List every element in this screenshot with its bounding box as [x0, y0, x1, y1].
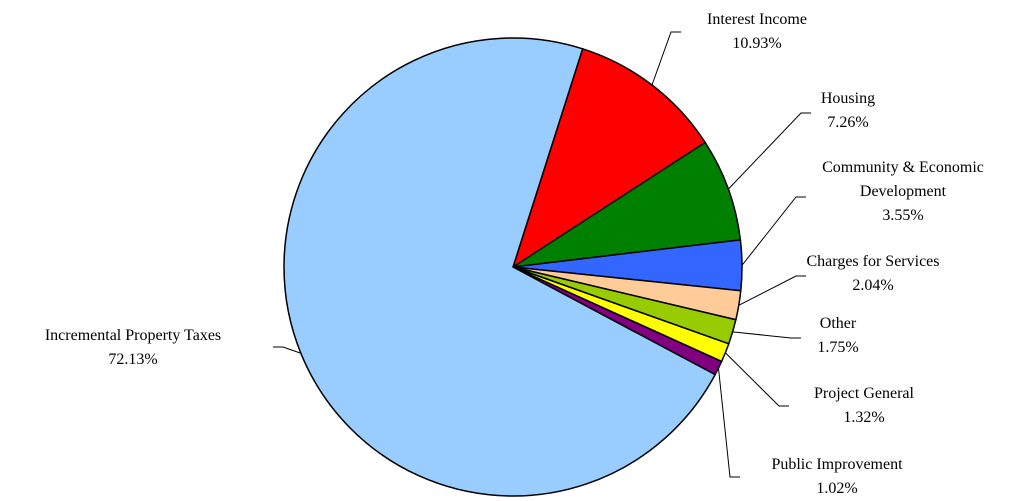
slice-label-name: Interest Income — [707, 11, 807, 28]
leader-line-charges-for-services — [738, 275, 806, 306]
leader-line-community-and-economic-development — [741, 196, 806, 266]
slice-label-community-and-economic-development: Community & Economic Development 3.55% — [822, 159, 984, 224]
leader-line-project-general — [724, 352, 789, 407]
leader-lines — [273, 31, 811, 478]
slice-label-name: Community & Economic — [822, 159, 984, 176]
leader-line-housing — [727, 112, 811, 190]
slice-label-name: Project General — [814, 385, 915, 402]
slice-label-name: Public Improvement — [771, 456, 903, 473]
pie-slice-interest-income — [511, 47, 707, 269]
slice-label-incremental-property-taxes: Incremental Property Taxes 72.13% — [45, 327, 221, 368]
leader-line-public-improvement — [717, 368, 740, 478]
slice-label-name: Housing — [821, 90, 875, 107]
pie-slice-housing — [512, 141, 742, 268]
slice-label-percent: 1.32% — [843, 409, 884, 426]
slice-label-name: Other — [820, 315, 857, 332]
slice-label-public-improvement: Public Improvement 1.02% — [771, 456, 903, 497]
slice-label-name: Development — [860, 183, 947, 200]
leader-line-other — [732, 331, 801, 339]
slice-label-percent: 7.26% — [827, 114, 868, 131]
pie-slice-incremental-property-taxes — [283, 37, 717, 497]
slice-label-charges-for-services: Charges for Services 2.04% — [807, 253, 940, 294]
slice-label-name: Incremental Property Taxes — [45, 327, 221, 344]
slice-label-percent: 3.55% — [882, 207, 923, 224]
slice-labels: Interest Income 10.93% Housing 7.26% Communi… — [45, 11, 984, 497]
slice-label-percent: 10.93% — [732, 35, 781, 52]
slice-label-percent: 72.13% — [108, 351, 157, 368]
slice-label-percent: 1.75% — [817, 339, 858, 356]
pie-slices — [283, 37, 743, 497]
slice-label-name: Charges for Services — [807, 253, 940, 270]
slice-label-percent: 1.02% — [816, 480, 857, 497]
slice-label-project-general: Project General 1.32% — [814, 385, 915, 426]
leader-line-incremental-property-taxes — [273, 346, 302, 354]
slice-label-other: Other 1.75% — [817, 315, 858, 356]
slice-label-housing: Housing 7.26% — [821, 90, 875, 131]
slice-label-percent: 2.04% — [852, 277, 893, 294]
slice-label-interest-income: Interest Income 10.93% — [707, 11, 807, 52]
leader-line-interest-income — [651, 31, 681, 86]
